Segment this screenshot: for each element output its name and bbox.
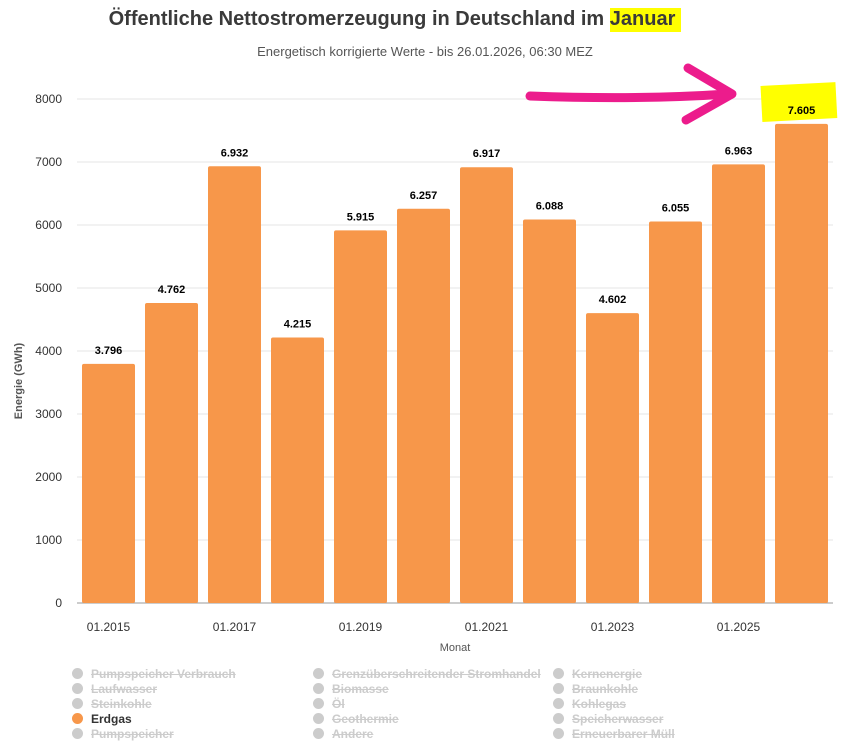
bar: [775, 123, 828, 603]
legend-label: Grenzüberschreitender Stromhandel: [332, 666, 541, 681]
legend-label: Andere: [332, 726, 374, 741]
y-tick-label: 5000: [35, 281, 62, 295]
bar: [82, 363, 135, 603]
legend-label: Pumpspeicher Verbrauch: [91, 666, 236, 681]
bar: [208, 166, 261, 603]
chart-title: Öffentliche Nettostromerzeugung in Deuts…: [108, 8, 682, 32]
legend-dot-icon: [553, 728, 564, 739]
y-tick-label: 1000: [35, 533, 62, 547]
x-tick-label: 01.2021: [465, 620, 509, 634]
legend-dot-icon: [72, 713, 83, 724]
x-tick-label: 01.2023: [591, 620, 635, 634]
data-label: 6.917: [473, 148, 501, 160]
data-label: 3.796: [95, 345, 123, 357]
legend-dot-icon: [553, 713, 564, 724]
y-tick-label: 6000: [35, 218, 62, 232]
legend-dot-icon: [553, 698, 564, 709]
legend-item[interactable]: Biomasse: [313, 681, 541, 696]
legend-item[interactable]: Kernenergie: [553, 666, 675, 681]
data-label: 6.963: [725, 145, 753, 157]
x-tick-label: 01.2025: [717, 620, 761, 634]
legend-label: Biomasse: [332, 681, 389, 696]
legend-dot-icon: [72, 668, 83, 679]
chart-title-text: Öffentliche Nettostromerzeugung in Deuts…: [108, 8, 605, 30]
y-axis-label: Energie (GWh): [13, 342, 25, 419]
y-tick-label: 8000: [35, 92, 62, 106]
y-tick-label: 3000: [35, 407, 62, 421]
legend-item[interactable]: Laufwasser: [72, 681, 236, 696]
bar: [586, 313, 639, 603]
annotation-arrow-head: [681, 63, 737, 125]
data-label: 6.932: [221, 147, 249, 159]
x-tick-label: 01.2017: [213, 620, 257, 634]
data-label: 6.257: [410, 190, 438, 202]
bar: [271, 337, 324, 603]
bar: [712, 164, 765, 603]
legend-label: Steinkohle: [91, 696, 152, 711]
legend-label: Erneuerbarer Müll: [572, 726, 675, 741]
legend-dot-icon: [313, 698, 324, 709]
legend-item[interactable]: Erdgas: [72, 711, 236, 726]
bar: [460, 167, 513, 603]
legend-item[interactable]: Andere: [313, 726, 541, 741]
legend-item[interactable]: Geothermie: [313, 711, 541, 726]
legend-dot-icon: [72, 683, 83, 694]
data-label: 6.055: [662, 203, 690, 215]
legend-item[interactable]: Pumpspeicher Verbrauch: [72, 666, 236, 681]
legend-dot-icon: [72, 728, 83, 739]
x-tick-label: 01.2019: [339, 620, 383, 634]
legend-item[interactable]: Erneuerbarer Müll: [553, 726, 675, 741]
legend-item[interactable]: Kohlegas: [553, 696, 675, 711]
legend-item[interactable]: Braunkohle: [553, 681, 675, 696]
legend-dot-icon: [72, 698, 83, 709]
data-label: 5.915: [347, 211, 375, 223]
bar: [334, 230, 387, 604]
legend-column: Kernenergie Braunkohle Kohlegas Speicherwas…: [553, 666, 675, 741]
y-tick-label: 0: [55, 596, 62, 610]
legend-item[interactable]: Öl: [313, 696, 541, 711]
legend-label: Kohlegas: [572, 696, 627, 711]
data-label: 4.215: [284, 318, 312, 330]
data-label: 7.605: [788, 105, 816, 117]
legend-label: Öl: [332, 696, 345, 711]
legend-column: Pumpspeicher Verbrauch Laufwasser Steinkoh…: [72, 666, 236, 741]
legend-dot-icon: [313, 713, 324, 724]
data-label: 6.088: [536, 200, 564, 212]
legend-dot-icon: [313, 683, 324, 694]
highlight-marker: [760, 82, 838, 122]
legend-label: Geothermie: [332, 711, 399, 726]
data-label: 4.602: [599, 294, 627, 306]
legend-column: Grenzüberschreitender Stromhandel Biomass…: [313, 666, 541, 741]
bar: [523, 219, 576, 603]
legend-label: Kernenergie: [572, 666, 643, 681]
chart-subtitle: Energetisch korrigierte Werte - bis 26.0…: [257, 44, 593, 59]
legend-dot-icon: [313, 728, 324, 739]
annotation-arrow-shaft: [525, 89, 733, 103]
legend-label: Pumpspeicher: [91, 726, 174, 741]
bar: [145, 302, 198, 603]
x-tick-label: 01.2015: [87, 620, 131, 634]
bar: [649, 221, 702, 603]
x-axis-label: Monat: [440, 642, 471, 654]
data-label: 4.762: [158, 284, 186, 296]
bar: [397, 208, 450, 603]
legend-item[interactable]: Speicherwasser: [553, 711, 675, 726]
chart-title-highlight: Januar: [609, 8, 682, 32]
y-tick-label: 2000: [35, 470, 62, 484]
legend-label: Speicherwasser: [572, 711, 664, 726]
legend-label: Laufwasser: [91, 681, 158, 696]
y-tick-label: 7000: [35, 155, 62, 169]
legend-item[interactable]: Grenzüberschreitender Stromhandel: [313, 666, 541, 681]
legend-dot-icon: [313, 668, 324, 679]
legend-label: Braunkohle: [572, 681, 639, 696]
legend-dot-icon: [553, 668, 564, 679]
legend-dot-icon: [553, 683, 564, 694]
y-tick-label: 4000: [35, 344, 62, 358]
legend-label: Erdgas: [91, 711, 132, 726]
legend-item[interactable]: Steinkohle: [72, 696, 236, 711]
legend-item[interactable]: Pumpspeicher: [72, 726, 236, 741]
